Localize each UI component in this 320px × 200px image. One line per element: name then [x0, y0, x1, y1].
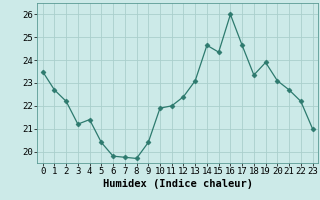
X-axis label: Humidex (Indice chaleur): Humidex (Indice chaleur)	[103, 179, 252, 189]
